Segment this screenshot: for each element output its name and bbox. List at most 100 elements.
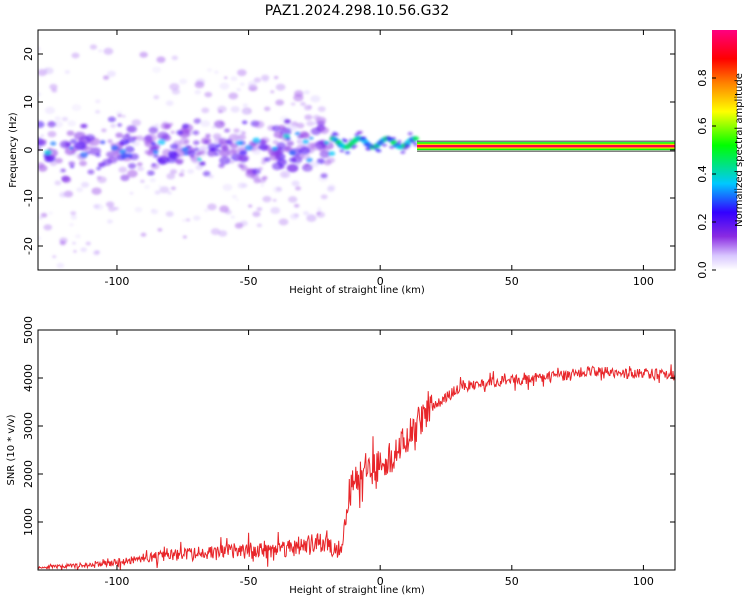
heatmap-band-cell (193, 140, 200, 145)
heatmap-noise-cell (214, 70, 219, 74)
heatmap-noise-cell (207, 203, 217, 211)
heatmap-noise-cell (134, 206, 143, 213)
heatmap-band-cell (299, 131, 309, 138)
heatmap-noise-cell (53, 120, 64, 128)
heatmap-band-cell (126, 125, 138, 133)
heatmap-band-cell (55, 157, 63, 164)
heatmap-noise-cell (51, 88, 58, 93)
heatmap-peak-cell (252, 137, 261, 144)
heatmap-peak-cell (126, 153, 133, 158)
heatmap-noise-cell (80, 247, 87, 253)
heatmap-noise-cell (317, 106, 326, 112)
heatmap-band-cell (205, 133, 211, 138)
heatmap-noise-cell (253, 77, 262, 83)
heatmap-band-cell (253, 120, 265, 129)
heatmap-noise-cell (169, 169, 178, 175)
heatmap-band-cell (273, 131, 284, 139)
heatmap-transition-cell (407, 131, 413, 136)
heatmap-band-cell (195, 151, 202, 156)
heatmap-noise-cell (310, 161, 320, 168)
heatmap-band-cell (216, 148, 221, 153)
heatmap-band-cell (127, 169, 138, 178)
heatmap-band-cell (40, 139, 47, 144)
heatmap-noise-cell (303, 90, 310, 95)
heatmap-noise-cell (204, 91, 213, 98)
heatmap-band-cell (286, 140, 294, 147)
heatmap-noise-cell (118, 166, 128, 173)
heatmap-noise-cell (143, 184, 150, 190)
heatmap-band-cell (323, 159, 332, 166)
heatmap-noise-cell (193, 215, 201, 221)
heatmap-noise-cell (71, 52, 80, 59)
heatmap-noise-cell (304, 114, 313, 121)
heatmap-noise-cell (270, 207, 281, 215)
heatmap-noise-cell (154, 190, 161, 195)
heatmap-noise-cell (256, 207, 263, 212)
snr-xtick-label: -50 (240, 575, 258, 588)
heatmap-noise-cell (91, 187, 102, 195)
heatmap-transition-cell (405, 143, 411, 148)
heatmap-band-cell (147, 170, 155, 176)
heatmap-transition-cell (413, 142, 419, 147)
heatmap-band-cell (272, 140, 279, 145)
heatmap-transition-cell (343, 139, 349, 144)
heatmap-transition-cell (345, 150, 351, 155)
heatmap-noise-cell (248, 204, 253, 208)
heatmap-band-cell (79, 123, 87, 129)
heatmap-noise-cell (326, 186, 335, 192)
heatmap-noise-cell (40, 212, 48, 218)
heatmap-transition-cell (391, 137, 397, 141)
heatmap-noise-cell (270, 90, 275, 94)
heatmap-noise-cell (242, 103, 249, 108)
heatmap-noise-cell (194, 89, 201, 95)
heatmap-band-cell (122, 134, 130, 140)
heatmap-band-cell (38, 146, 42, 151)
heatmap-band-cell (287, 164, 299, 173)
heatmap-noise-cell (296, 122, 305, 129)
heatmap-band-cell (120, 174, 130, 182)
heatmap-noise-cell (211, 125, 216, 129)
heatmap-transition-cell (352, 144, 358, 148)
heatmap-peak-cell (99, 140, 106, 145)
snr-ytick-label: 5000 (22, 316, 35, 344)
heatmap-noise-cell (194, 81, 205, 89)
heatmap-noise-cell (117, 113, 122, 118)
heatmap-band-cell (276, 142, 286, 149)
heatmap-band-cell (258, 143, 269, 151)
heatmap-noise-cell (231, 194, 238, 199)
colorbar-tick-label: 0.8 (696, 69, 709, 87)
heatmap-band-cell (60, 168, 66, 173)
heatmap-noise-cell (256, 223, 263, 228)
heatmap-transition-cell (333, 132, 340, 137)
snr-ylabel: SNR (10 * v/v) (6, 414, 17, 485)
heatmap-noise-cell (236, 87, 242, 92)
heatmap-band-cell (136, 162, 143, 167)
snr-frame (37, 329, 676, 571)
heatmap-band-cell (153, 153, 159, 158)
heatmap-noise-cell (165, 100, 174, 107)
heatmap-peak-cell (294, 131, 301, 136)
heatmap-band-cell (156, 157, 162, 162)
heatmap-noise-cell (252, 211, 261, 218)
heatmap-noise-cell (85, 241, 91, 246)
heatmap-noise-cell (230, 215, 236, 219)
heatmap-peak-cell (286, 136, 291, 141)
heatmap-noise-cell (159, 186, 170, 194)
heatmap-noise-cell (102, 75, 110, 80)
heatmap-noise-cell (106, 219, 113, 224)
heatmap-noise-cell (275, 99, 285, 106)
heatmap-noise-cell (38, 47, 41, 51)
heatmap-noise-cell (151, 209, 155, 212)
heatmap-noise-cell (304, 104, 312, 111)
heatmap-transition-cell (381, 143, 387, 147)
heatmap-noise-cell (44, 106, 56, 115)
heatmap-noise-cell (156, 56, 166, 63)
heatmap-noise-cell (43, 224, 53, 231)
heatmap-transition-cell (400, 150, 406, 154)
heatmap-peak-cell (44, 149, 52, 156)
heatmap-noise-cell (140, 232, 147, 237)
heatmap-ytick-label: 10 (22, 95, 35, 109)
heatmap-transition-cell (411, 140, 417, 144)
heatmap-noise-cell (59, 192, 67, 198)
heatmap-noise-cell (74, 234, 82, 239)
